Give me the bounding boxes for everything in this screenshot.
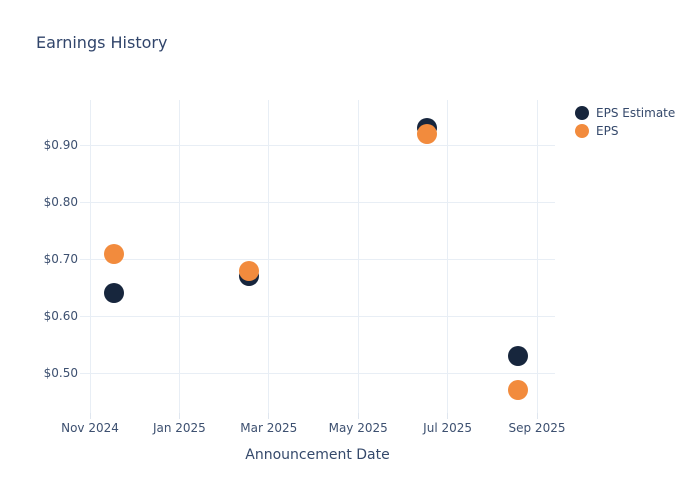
- x-gridline: [178, 100, 180, 413]
- y-tick-label: $0.60: [43, 308, 78, 323]
- data-point-eps[interactable]: [416, 124, 437, 145]
- x-tick-label: Jan 2025: [152, 421, 206, 435]
- x-tick-mark: [268, 413, 270, 419]
- legend-label: EPS Estimate: [596, 105, 676, 120]
- x-gridline: [536, 100, 538, 413]
- y-tick-label: $0.70: [43, 251, 78, 266]
- y-gridline: [80, 201, 555, 203]
- y-gridline: [80, 258, 555, 260]
- y-gridline: [80, 315, 555, 317]
- x-tick-label: Mar 2025: [240, 421, 298, 435]
- eps-marker-icon: [575, 123, 589, 138]
- eps-estimate-marker-icon: [575, 105, 589, 120]
- legend-label: EPS: [596, 123, 619, 138]
- y-gridline: [80, 145, 555, 147]
- legend-item-eps-estimate[interactable]: EPS Estimate: [575, 105, 675, 120]
- x-axis-title: Announcement Date: [245, 447, 390, 463]
- data-point-eps[interactable]: [103, 243, 124, 264]
- x-gridline: [357, 100, 359, 413]
- x-gridline: [268, 100, 270, 413]
- x-tick-mark: [357, 413, 359, 419]
- x-gridline: [447, 100, 449, 413]
- y-gridline: [80, 372, 555, 374]
- data-point-eps[interactable]: [507, 380, 528, 401]
- legend-item-eps[interactable]: EPS: [575, 123, 675, 138]
- x-tick-mark: [178, 413, 180, 419]
- legend: EPS Estimate EPS: [575, 105, 675, 138]
- y-tick-label: $0.90: [43, 138, 78, 153]
- x-tick-label: May 2025: [328, 421, 388, 435]
- x-tick-mark: [447, 413, 449, 419]
- data-point-eps-estimate[interactable]: [507, 346, 528, 367]
- x-tick-label: Jul 2025: [423, 421, 473, 435]
- x-gridline: [89, 100, 91, 413]
- chart-title: Earnings History: [36, 33, 168, 52]
- data-point-eps[interactable]: [239, 260, 260, 281]
- x-tick-mark: [89, 413, 91, 419]
- x-tick-mark: [536, 413, 538, 419]
- x-tick-label: Nov 2024: [61, 421, 119, 435]
- data-point-eps-estimate[interactable]: [103, 283, 124, 304]
- x-tick-label: Sep 2025: [508, 421, 566, 435]
- y-tick-label: $0.80: [43, 194, 78, 209]
- y-tick-label: $0.50: [43, 365, 78, 380]
